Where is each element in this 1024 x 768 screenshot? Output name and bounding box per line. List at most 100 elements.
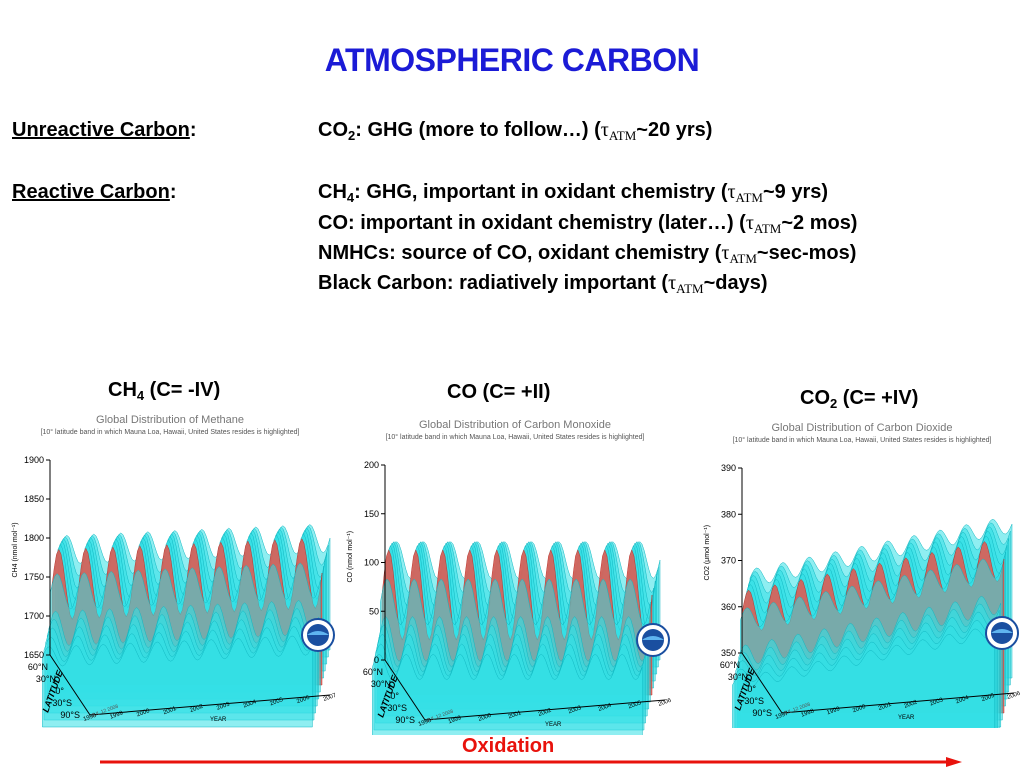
y-tick-label: 1900 bbox=[24, 455, 44, 465]
co-axes: 200 150 100 50 0 CO (nmol mol⁻¹) 60°N 30°N 0° 30°… bbox=[347, 460, 673, 728]
latitude-tick-label: 60°N bbox=[720, 660, 740, 670]
latitude-tick-label: 90°S bbox=[752, 708, 772, 718]
co2-axes: 390 380 370 360 350 CO2 (μmol mol⁻¹) 60°N 30°N 0… bbox=[704, 463, 1022, 721]
year-tick-label: 1998 bbox=[418, 717, 433, 727]
latitude-tick-label: 30°N bbox=[371, 679, 391, 689]
oxidation-label: Oxidation bbox=[462, 735, 555, 757]
latitude-tick-label: 60°N bbox=[363, 667, 383, 677]
year-tick-label: 2004 bbox=[955, 695, 970, 705]
year-tick-label: 2001 bbox=[878, 702, 893, 712]
agency-logo-wave bbox=[307, 631, 329, 635]
reactive-row-co: CO: important in oxidant chemistry (late… bbox=[0, 212, 1024, 242]
methane-surface-figure: 1900 1850 1800 1750 1700 1650 CH4 (nmol mol⁻¹)… bbox=[12, 455, 338, 728]
co2-panel-label: CO2 (C= +IV) bbox=[800, 387, 919, 411]
methane-axes: 1900 1850 1800 1750 1700 1650 CH4 (nmol mol⁻¹)… bbox=[12, 455, 338, 723]
y-tick-label: 370 bbox=[721, 556, 736, 566]
year-tick-label: 1999 bbox=[826, 706, 841, 716]
methane-plot: Global Distribution of Methane [10° lati… bbox=[0, 410, 340, 730]
year-tick-label: 2005 bbox=[628, 700, 643, 710]
year-tick-label: 2005 bbox=[981, 693, 996, 703]
year-tick-label: 2001 bbox=[508, 710, 523, 720]
y-tick-label: 50 bbox=[369, 606, 379, 616]
year-tick-label: 2000 bbox=[136, 708, 151, 718]
co2-surface-figure: 390 380 370 360 350 CO2 (μmol mol⁻¹) 60°N 30°N 0… bbox=[704, 463, 1022, 728]
co2-description: CO2: GHG (more to follow…) (τATM~20 yrs) bbox=[318, 119, 713, 143]
nmhc-description: NMHCs: source of CO, oxidant chemistry (… bbox=[318, 242, 857, 266]
y-tick-label: 1650 bbox=[24, 650, 44, 660]
year-tick-label: 1997 bbox=[775, 710, 790, 720]
latitude-axis-line bbox=[741, 652, 783, 714]
latitude-tick-label: 90°S bbox=[60, 710, 80, 720]
unreactive-label: Unreactive Carbon: bbox=[12, 119, 197, 141]
agency-logo-wave bbox=[991, 629, 1013, 633]
year-tick-label: 2007 bbox=[323, 692, 338, 702]
latitude-axis-line bbox=[49, 654, 91, 716]
reactive-row-bc: Black Carbon: radiatively important (τAT… bbox=[0, 272, 1024, 302]
co2-plot-title: Global Distribution of Carbon Dioxide bbox=[771, 422, 953, 434]
y-tick-label: 200 bbox=[364, 460, 379, 470]
y-axis-label: CO2 (μmol mol⁻¹) bbox=[704, 525, 711, 581]
co2-surface bbox=[732, 519, 1013, 728]
year-axis-line bbox=[781, 692, 1015, 714]
reactive-label: Reactive Carbon: bbox=[12, 181, 177, 203]
agency-logo-wave bbox=[642, 636, 664, 640]
y-tick-label: 100 bbox=[364, 558, 379, 568]
year-axis-line bbox=[89, 694, 331, 716]
year-tick-label: 2006 bbox=[658, 697, 673, 707]
year-tick-label: 2003 bbox=[568, 705, 583, 715]
year-tick-label: 2001 bbox=[163, 706, 178, 716]
co-panel-label: CO (C= +II) bbox=[447, 381, 551, 403]
y-tick-label: 1700 bbox=[24, 611, 44, 621]
latitude-axis-line bbox=[384, 659, 426, 721]
year-tick-label: 2002 bbox=[538, 707, 553, 717]
bc-description: Black Carbon: radiatively important (τAT… bbox=[318, 272, 768, 296]
year-tick-label: 1998 bbox=[800, 708, 815, 718]
latitude-band bbox=[42, 635, 313, 728]
co-surface-figure: 200 150 100 50 0 CO (nmol mol⁻¹) 60°N 30°N 0° 30°… bbox=[347, 460, 673, 735]
methane-plot-title: Global Distribution of Methane bbox=[96, 414, 244, 426]
year-tick-label: 2004 bbox=[598, 702, 613, 712]
year-tick-label: 2000 bbox=[852, 704, 867, 714]
year-tick-label: 1998 bbox=[83, 712, 98, 722]
year-tick-label: 2005 bbox=[269, 697, 284, 707]
y-axis-label: CO (nmol mol⁻¹) bbox=[347, 531, 354, 583]
carbon-dioxide-plot: Global Distribution of Carbon Dioxide [1… bbox=[700, 418, 1024, 728]
y-tick-label: 150 bbox=[364, 509, 379, 519]
latitude-tick-label: 90°S bbox=[395, 715, 415, 725]
year-axis-label: YEAR bbox=[210, 717, 227, 723]
methane-surface bbox=[42, 524, 331, 728]
year-tick-label: 2004 bbox=[243, 699, 258, 709]
ch4-panel-label: CH4 (C= -IV) bbox=[108, 379, 221, 403]
latitude-tick-label: 30°N bbox=[36, 674, 56, 684]
latitude-tick-label: 30°S bbox=[744, 696, 764, 706]
reactive-row-ch4: Reactive Carbon: CH4: GHG, important in … bbox=[0, 181, 1024, 211]
y-tick-label: 1850 bbox=[24, 494, 44, 504]
y-tick-label: 1750 bbox=[24, 572, 44, 582]
year-tick-label: 2002 bbox=[904, 699, 919, 709]
oxidation-arrow bbox=[100, 757, 962, 767]
latitude-band bbox=[732, 628, 995, 728]
year-tick-label: 2003 bbox=[929, 697, 944, 707]
year-tick-label: 2006 bbox=[296, 695, 311, 705]
latitude-tick-label: 30°S bbox=[387, 703, 407, 713]
year-axis-line bbox=[424, 699, 666, 721]
latitude-band bbox=[372, 653, 643, 735]
y-tick-label: 350 bbox=[721, 648, 736, 658]
latitude-tick-label: 30°S bbox=[52, 698, 72, 708]
year-axis-label: YEAR bbox=[898, 715, 915, 721]
co-surface bbox=[372, 541, 661, 735]
reactive-row-nmhc: NMHCs: source of CO, oxidant chemistry (… bbox=[0, 242, 1024, 272]
co-description: CO: important in oxidant chemistry (late… bbox=[318, 212, 858, 236]
unreactive-row: Unreactive Carbon: CO2: GHG (more to fol… bbox=[0, 119, 1024, 149]
co-plot-title: Global Distribution of Carbon Monoxide bbox=[419, 419, 611, 431]
ch4-description: CH4: GHG, important in oxidant chemistry… bbox=[318, 181, 829, 205]
slide-title: ATMOSPHERIC CARBON bbox=[324, 42, 700, 78]
latitude-tick-label: 0° bbox=[55, 686, 64, 696]
year-tick-label: 2000 bbox=[478, 712, 493, 722]
y-tick-label: 380 bbox=[721, 509, 736, 519]
y-tick-label: 360 bbox=[721, 602, 736, 612]
latitude-tick-label: 0° bbox=[747, 684, 756, 694]
latitude-tick-label: 60°N bbox=[28, 662, 48, 672]
y-axis-label: CH4 (nmol mol⁻¹) bbox=[12, 522, 19, 577]
methane-plot-subtitle: [10° latitude band in which Mauna Loa, H… bbox=[40, 429, 300, 436]
